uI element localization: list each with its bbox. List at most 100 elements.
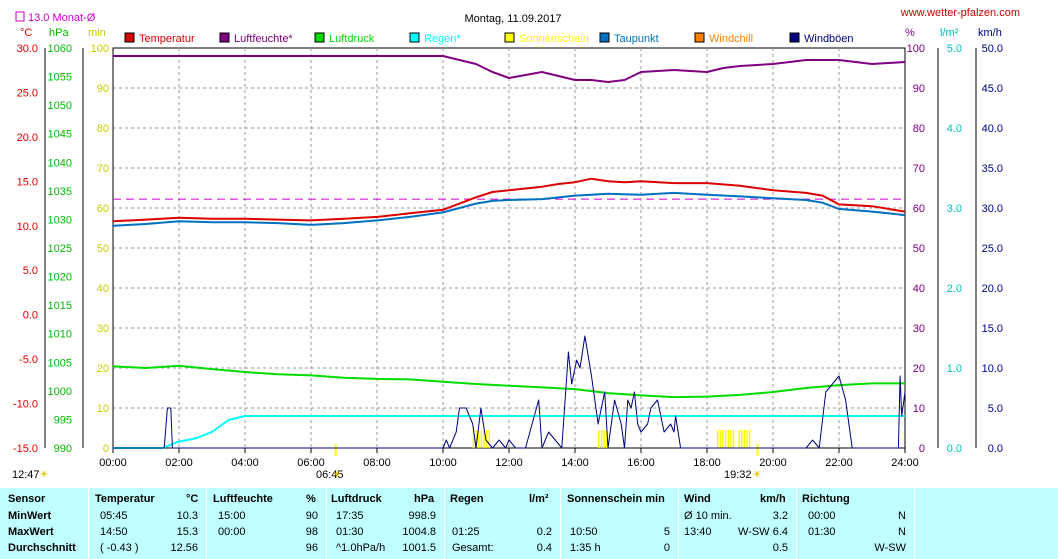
series-line: [113, 415, 905, 449]
temp_c-tick-label: -5.0: [19, 354, 38, 366]
header-rain-unit: l/m²: [529, 493, 549, 505]
pressure_hpa-tick-label: 1025: [48, 243, 72, 255]
series-line: [112, 177, 906, 223]
sunshine-bar: [598, 430, 600, 448]
sunshine-bar: [606, 430, 608, 448]
col-separator: [88, 487, 89, 559]
series-line: [113, 335, 906, 449]
sun_min-tick-label: 80: [97, 123, 109, 135]
table-cell-rain_time: Gesamt:: [452, 542, 494, 554]
pressure_hpa-tick-label: 1020: [48, 272, 72, 284]
legend-label: Regen*: [424, 33, 461, 45]
series-line: [112, 364, 905, 399]
legend-swatch: [599, 32, 610, 43]
col-separator: [560, 487, 561, 559]
table-cell-press_time: ^1.0hPa/h: [336, 542, 386, 554]
table-cell-hum_time: 15:00: [218, 510, 246, 522]
series-line: [112, 191, 906, 227]
wind_kmh-tick-label: 35.0: [982, 163, 1003, 175]
temp_c-tick-label: 25.0: [17, 87, 38, 99]
sunshine-bar: [738, 430, 740, 448]
x-tick-label: 06:00: [297, 457, 325, 469]
legend-label: Taupunkt: [614, 33, 659, 45]
sunshine-bar: [724, 430, 727, 448]
site-url[interactable]: www.wetter-pfalzen.com: [900, 7, 1020, 19]
table-cell-wind_time: 13:40: [684, 526, 712, 538]
monthly-avg-label: 13.0 Monat-Ø: [28, 12, 96, 24]
pressure_hpa-tick-label: 1055: [48, 72, 72, 84]
wind_kmh-tick-label: 40.0: [982, 123, 1003, 135]
pressure_hpa-tick-label: 1005: [48, 357, 72, 369]
sunshine-bar: [477, 430, 480, 448]
sunshine-bar: [719, 430, 722, 448]
x-tick-label: 00:00: [99, 457, 127, 469]
sun_min-tick-label: 70: [97, 163, 109, 175]
humidity_pct-tick-label: 0: [919, 443, 925, 455]
header-sensor: Sensor: [8, 493, 46, 505]
chart-title: Montag, 11.09.2017: [464, 13, 561, 25]
table-cell-rain_val: 0.4: [536, 542, 552, 554]
rain_lm2-tick-label: 1.0: [947, 363, 962, 375]
pressure_hpa-tick-label: 1035: [48, 186, 72, 198]
header-press: Luftdruck: [331, 493, 382, 505]
table-cell-wind_val: 6.4: [772, 526, 788, 538]
x-tick-label: 16:00: [627, 457, 655, 469]
sunshine-bar: [472, 430, 475, 448]
pressure_hpa-tick-label: 1045: [48, 129, 72, 141]
temp_c-tick-label: -10.0: [13, 399, 38, 411]
table-cell-label: MinWert: [8, 510, 52, 522]
wind_kmh-tick-label: 15.0: [982, 323, 1003, 335]
legend-label: Luftdruck: [329, 33, 375, 45]
rain_lm2-tick-label: 0.0: [947, 443, 962, 455]
col-separator: [678, 487, 679, 559]
sunshine-bar: [722, 430, 724, 448]
table-cell-sun_val: 5: [663, 526, 670, 538]
wind_kmh-tick-label: 20.0: [982, 283, 1003, 295]
unit-hpa: hPa: [49, 27, 69, 39]
temp_c-tick-label: -15.0: [13, 443, 38, 455]
sun_min-tick-label: 20: [97, 363, 109, 375]
sunshine-bar: [743, 430, 746, 448]
table-cell-temp_time: ( -0.43 ): [100, 542, 139, 554]
sunset-time: 19:32: [724, 469, 752, 481]
sunshine-bar: [475, 430, 477, 448]
sun-icon-set: ☀: [752, 469, 762, 481]
x-tick-label: 20:00: [759, 457, 787, 469]
wind_kmh-tick-label: 25.0: [982, 243, 1003, 255]
humidity_pct-tick-label: 50: [913, 243, 925, 255]
table-cell-label: MaxWert: [8, 526, 54, 538]
header-press-unit: hPa: [414, 493, 435, 505]
temp_c-tick-label: 20.0: [17, 132, 38, 144]
table-cell-hum_val: 96: [305, 542, 318, 554]
axes: 30.0 25.0 20.0 15.0 10.0 5.0 0.0 -5.0 -10.0 -15.0…: [13, 43, 1003, 469]
sunshine-bar: [488, 430, 491, 448]
x-tick-label: 10:00: [429, 457, 457, 469]
table-cell-temp_val: 15.3: [176, 526, 198, 538]
header-temp-unit: °C: [186, 493, 199, 505]
sunshine-bar: [732, 430, 735, 448]
table-cell-press_val: 998.9: [408, 510, 436, 522]
wind_kmh-tick-label: 10.0: [982, 363, 1003, 375]
table-cell-temp_time: 05:45: [100, 510, 128, 522]
series: [112, 55, 906, 456]
header-wind-unit: km/h: [760, 493, 786, 505]
x-tick-label: 22:00: [825, 457, 853, 469]
sunshine-bar: [746, 430, 748, 448]
pressure_hpa-tick-label: 1040: [48, 157, 72, 169]
legend-swatch: [124, 32, 135, 43]
sun_min-tick-label: 30: [97, 323, 109, 335]
table-cell-label: Durchschnitt: [8, 542, 76, 554]
pressure_hpa-tick-label: 995: [54, 414, 72, 426]
table-cell-rain_time: 01:25: [452, 526, 480, 538]
table-cell-press_val: 1004.8: [402, 526, 436, 538]
rain_lm2-tick-label: 3.0: [947, 203, 962, 215]
sunrise-time: 06:45: [316, 469, 344, 481]
header-rain: Regen: [450, 493, 484, 505]
wind_kmh-tick-label: 5.0: [988, 403, 1003, 415]
humidity_pct-tick-label: 40: [913, 283, 925, 295]
sun_min-tick-label: 100: [91, 43, 109, 55]
sunshine-bar: [485, 430, 488, 448]
wind_kmh-tick-label: 50.0: [982, 43, 1003, 55]
table-cell-wind_dir: W-SW: [738, 526, 770, 538]
x-tick-label: 14:00: [561, 457, 589, 469]
